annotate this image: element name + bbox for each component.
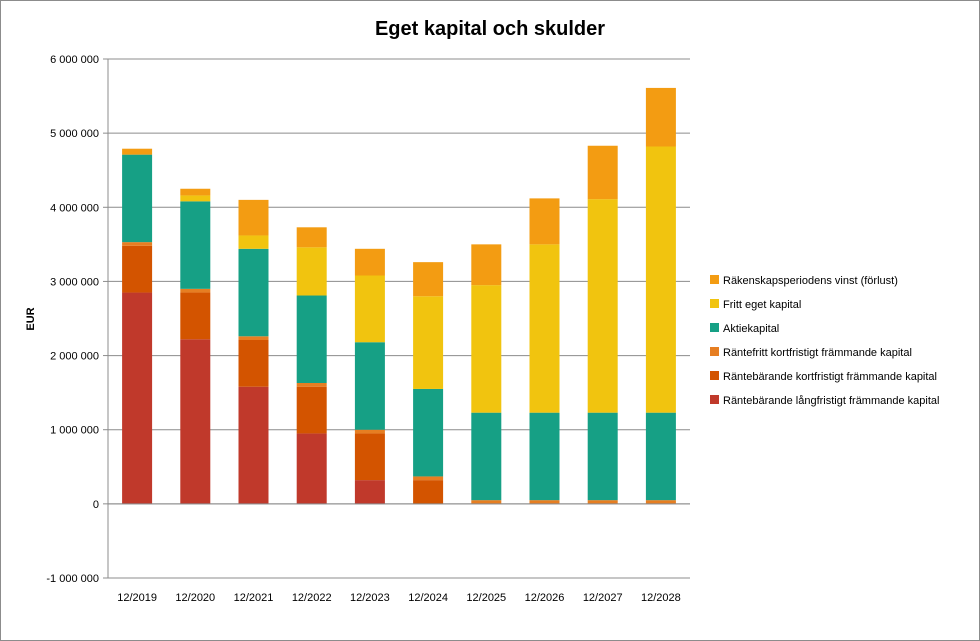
- bar-segment: [645, 500, 676, 504]
- bar-segment: [180, 201, 211, 289]
- bar-segment: [471, 500, 502, 504]
- bar-segment: [529, 412, 560, 501]
- x-axis-ticks: 12/2019 12/2020 12/2021 12/2022 12/2023 12/20…: [117, 592, 681, 604]
- bar-segment: [354, 248, 385, 276]
- bar-segment: [587, 199, 618, 413]
- legend-swatch: [710, 275, 719, 284]
- y-tick-label: 6 000 000: [50, 54, 99, 66]
- bar-segment: [296, 383, 327, 387]
- bar-segment: [238, 248, 269, 337]
- bar-segment: [180, 288, 211, 293]
- bar-segment: [354, 480, 385, 504]
- bar-segment: [471, 285, 502, 413]
- bar-segment: [122, 148, 153, 155]
- bar-segment: [413, 480, 444, 504]
- bar-segment: [122, 242, 153, 246]
- bar-segment: [296, 433, 327, 504]
- bar-segment: [296, 386, 327, 434]
- legend-swatch: [710, 371, 719, 380]
- chart-title: Eget kapital och skulder: [375, 18, 605, 40]
- bars: [122, 87, 676, 504]
- bar-segment: [471, 412, 502, 501]
- x-tick-label: 12/2027: [583, 592, 623, 604]
- bar-segment: [587, 500, 618, 504]
- legend-label: Räkenskapsperiodens vinst (förlust): [723, 275, 898, 287]
- bar-segment: [413, 388, 444, 477]
- x-tick-label: 12/2023: [350, 592, 390, 604]
- y-tick-label: 3 000 000: [50, 276, 99, 288]
- x-tick-label: 12/2022: [292, 592, 332, 604]
- y-tick-label: 1 000 000: [50, 425, 99, 437]
- bar-segment: [645, 146, 676, 413]
- y-tick-label: 5 000 000: [50, 128, 99, 140]
- bar-segment: [122, 245, 153, 293]
- bar-segment: [529, 244, 560, 413]
- x-tick-label: 12/2021: [234, 592, 274, 604]
- bar-segment: [296, 295, 327, 384]
- bar-segment: [238, 340, 269, 387]
- bar-segment: [238, 336, 269, 341]
- bar-segment: [587, 412, 618, 501]
- bar-segment: [354, 433, 385, 481]
- bar-segment: [296, 227, 327, 248]
- y-axis-label: EUR: [25, 307, 37, 330]
- bar-segment: [529, 500, 560, 504]
- bar-segment: [354, 342, 385, 430]
- bar-segment: [180, 195, 211, 202]
- legend-swatch: [710, 323, 719, 332]
- x-tick-label: 12/2025: [466, 592, 506, 604]
- y-tick-label: 4 000 000: [50, 202, 99, 214]
- bar-segment: [296, 247, 327, 296]
- bar-segment: [122, 154, 153, 243]
- bar-segment: [180, 292, 211, 340]
- legend-swatch: [710, 395, 719, 404]
- legend-label: Räntebärande kortfristigt främmande kapi…: [723, 371, 937, 383]
- y-tick-label: 0: [93, 499, 99, 511]
- bar-segment: [645, 412, 676, 501]
- bar-segment: [413, 476, 444, 481]
- bar-segment: [413, 296, 444, 389]
- bar-segment: [180, 339, 211, 504]
- bar-segment: [122, 292, 153, 504]
- legend: Räkenskapsperiodens vinst (förlust) Fritt…: [710, 275, 939, 407]
- y-tick-label: 2 000 000: [50, 351, 99, 363]
- bar-segment: [180, 188, 211, 196]
- bar-segment: [529, 198, 560, 245]
- x-tick-label: 12/2026: [525, 592, 565, 604]
- bar-segment: [413, 262, 444, 297]
- legend-label: Räntebärande långfristigt främmande kapi…: [723, 395, 939, 407]
- bar-segment: [587, 145, 618, 200]
- y-tick-label: -1 000 000: [46, 573, 99, 585]
- bar-segment: [238, 199, 269, 236]
- bar-segment: [645, 87, 676, 147]
- bar-segment: [238, 386, 269, 504]
- bar-segment: [354, 429, 385, 434]
- legend-label: Fritt eget kapital: [723, 299, 801, 311]
- x-tick-label: 12/2024: [408, 592, 448, 604]
- legend-swatch: [710, 299, 719, 308]
- x-tick-label: 12/2028: [641, 592, 681, 604]
- x-tick-label: 12/2020: [175, 592, 215, 604]
- axes: [107, 59, 690, 578]
- legend-label: Aktiekapital: [723, 323, 779, 335]
- x-tick-label: 12/2019: [117, 592, 157, 604]
- bar-segment: [238, 235, 269, 249]
- legend-swatch: [710, 347, 719, 356]
- legend-label: Räntefritt kortfristigt främmande kapita…: [723, 347, 912, 359]
- bar-segment: [354, 275, 385, 343]
- y-axis-ticks: 6 000 000 5 000 000 4 000 000 3 000 000 2 00…: [46, 54, 108, 585]
- bar-segment: [471, 244, 502, 286]
